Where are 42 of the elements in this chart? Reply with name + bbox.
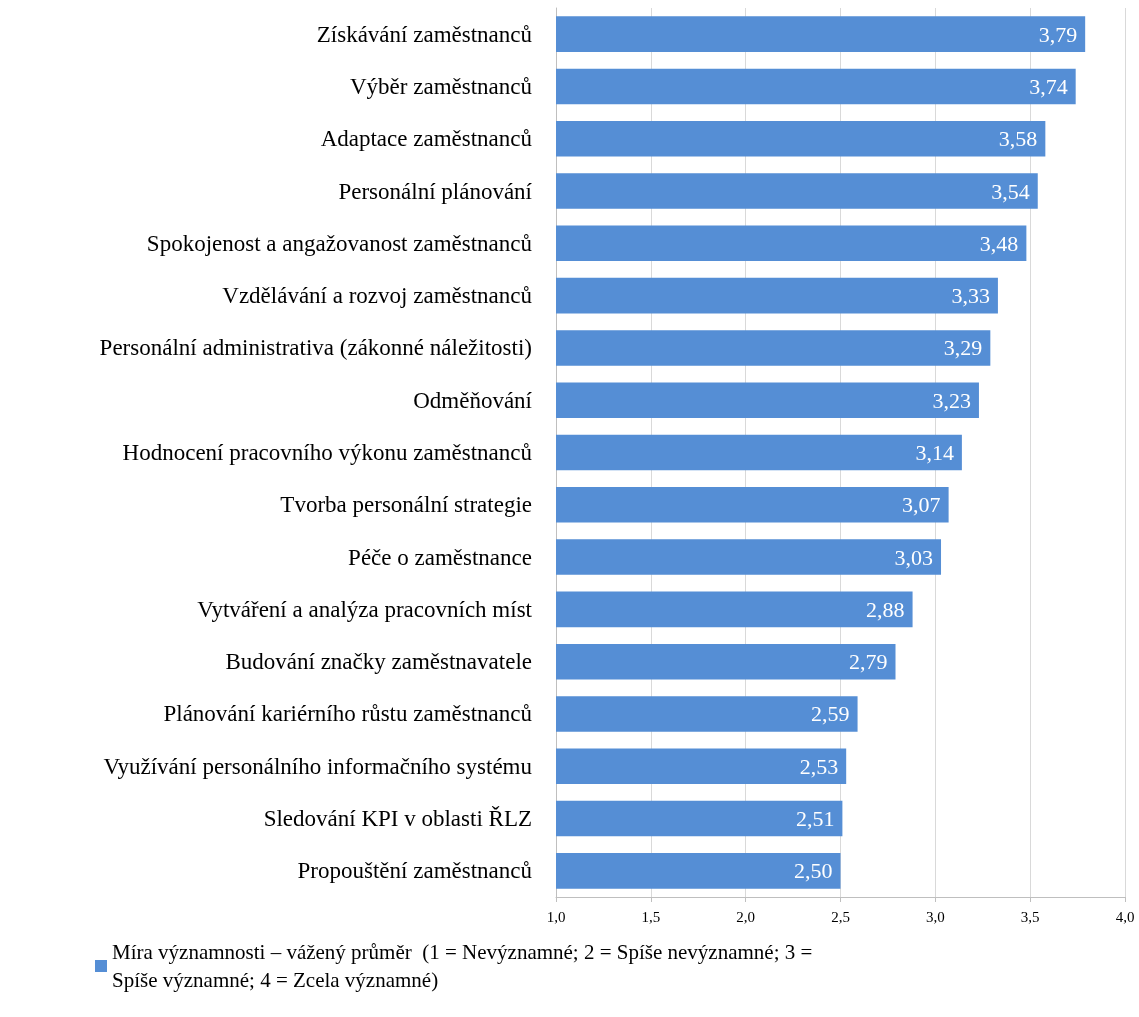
data-label: 3,07 bbox=[902, 492, 941, 518]
data-label: 3,23 bbox=[932, 387, 971, 413]
x-tick-label: 1,5 bbox=[641, 908, 661, 925]
x-tick-label: 2,5 bbox=[831, 908, 850, 925]
data-label: 2,59 bbox=[811, 701, 850, 727]
x-tick-label: 4,0 bbox=[1115, 908, 1135, 925]
data-label: 2,79 bbox=[849, 649, 888, 675]
data-label: 3,74 bbox=[1029, 73, 1068, 99]
data-label: 3,58 bbox=[998, 126, 1038, 152]
x-tick-label: 1,0 bbox=[546, 908, 566, 925]
data-label: 3,33 bbox=[951, 283, 990, 309]
data-label: 2,53 bbox=[799, 753, 839, 779]
y-tick-label: Personální plánování bbox=[338, 178, 533, 204]
y-tick-label: Sledování KPI v oblasti ŘLZ bbox=[263, 806, 532, 832]
y-tick-label: Výběr zaměstnanců bbox=[349, 73, 533, 99]
data-label: 3,29 bbox=[943, 335, 983, 361]
x-tick-label: 3,5 bbox=[1020, 908, 1040, 925]
y-tick-label: Odměňování bbox=[413, 387, 533, 413]
y-tick-label: Vzdělávání a rozvoj zaměstnanců bbox=[222, 283, 533, 309]
y-tick-label: Budování značky zaměstnavatele bbox=[225, 649, 532, 675]
y-tick-label: Využívání personálního informačního systému bbox=[103, 753, 533, 779]
y-tick-label: Spokojenost a angažovanost zaměstnanců bbox=[146, 230, 533, 256]
legend-label: Míra významnosti – vážený průměr (1 = Nevýznamné; 2 = Spíše nevýznamné; 3 = Spíše významné; 4 = Zcela významné) bbox=[112, 940, 818, 992]
y-tick-label: Adaptace zaměstnanců bbox=[320, 126, 533, 152]
y-tick-label: Vytváření a analýza pracovních míst bbox=[197, 596, 533, 622]
data-label: 3,03 bbox=[894, 544, 934, 570]
data-label: 3,79 bbox=[1038, 21, 1078, 47]
data-label: 2,51 bbox=[795, 806, 835, 832]
data-label: 2,88 bbox=[866, 596, 905, 622]
data-label: 2,50 bbox=[794, 858, 833, 884]
data-label: 3,14 bbox=[915, 440, 954, 465]
data-label: 3,48 bbox=[979, 230, 1019, 256]
data-label: 3,54 bbox=[991, 178, 1030, 204]
y-tick-label: Hodnocení pracovního výkonu zaměstnanců bbox=[122, 440, 533, 465]
y-tick-label: Plánování kariérního růstu zaměstnanců bbox=[163, 701, 533, 727]
y-tick-label: Personální administrativa (zákonné náležitosti) bbox=[99, 335, 532, 361]
y-tick-label: Péče o zaměstnance bbox=[348, 544, 532, 570]
x-tick-label: 3,0 bbox=[925, 908, 945, 925]
y-tick-label: Tvorba personální strategie bbox=[280, 492, 532, 518]
y-tick-label: Získávání zaměstnanců bbox=[316, 21, 533, 47]
y-tick-label: Propouštění zaměstnanců bbox=[297, 858, 533, 884]
x-tick-label: 2,0 bbox=[736, 908, 756, 925]
